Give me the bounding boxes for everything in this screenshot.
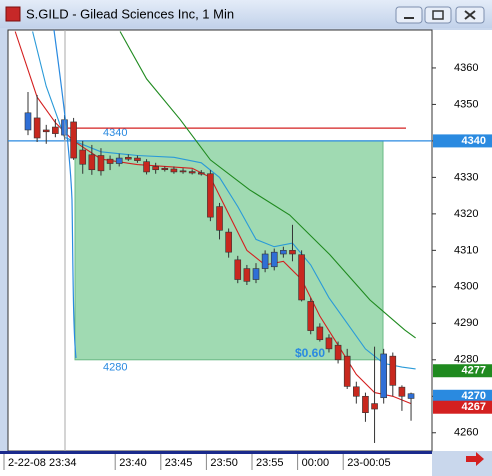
maximize-button[interactable] [424,6,452,24]
plot-content: 4340 4280 $0.60 [8,31,432,443]
candle-body [298,254,305,301]
x-tick-label: 23:50 [210,457,238,469]
candle-body [170,168,178,173]
box-bottom-label: 4280 [103,362,127,374]
candle-body [115,157,123,164]
candle-body [52,126,59,134]
x-tick-label: 00:00 [302,457,330,469]
time-axis [0,454,432,476]
y-tick-label: 4330 [454,171,478,183]
scroll-arrow[interactable] [466,452,484,466]
minimize-button[interactable] [395,6,423,24]
y-tick-label: 4260 [454,427,478,439]
price-tag-label: 4270 [462,390,486,402]
price-tag [433,400,492,414]
candle-body [334,344,342,361]
candle-body [407,393,415,399]
candle-body [197,172,205,175]
window-buttons[interactable] [395,6,485,24]
candle-body [325,337,333,350]
candle-body [188,171,196,174]
y-tick-label: 4310 [454,244,478,256]
price-tag-label: 4277 [462,365,486,377]
scroll-bar[interactable] [0,451,432,454]
price-tag [433,134,492,148]
y-tick-label: 4320 [454,208,478,220]
y-tick-label: 4300 [454,281,478,293]
channel-curve [53,29,77,359]
candle-body [398,386,406,397]
candle-body [316,326,324,341]
candle-body [353,386,360,397]
candle-body [179,170,187,173]
window-title: S.GILD - Gilead Sciences Inc, 1 Min [26,6,234,21]
candle-body [280,250,287,255]
candle-body [234,259,242,280]
candle-body [143,161,150,173]
candle-body [24,112,32,131]
y-tick-label: 4350 [454,98,478,110]
y-tick-label: 4280 [454,354,478,366]
candle-body [134,157,141,161]
candle-body [125,157,132,160]
candle-body [307,301,315,331]
candle-body [289,250,296,255]
price-tag-label: 4340 [462,135,486,147]
candle-body [33,117,41,139]
moving-average-line [119,31,416,339]
candle-body [207,173,214,218]
x-tick-label: 2-22-08 23:34 [8,457,77,469]
x-tick-label: 23:45 [165,457,193,469]
candle-body [70,121,77,159]
price-tag [433,389,492,403]
candle-body [225,231,232,253]
candle-body [79,149,87,165]
price-tag-label: 4267 [462,401,486,413]
candle-body [243,268,251,282]
x-tick-label: 23:40 [119,457,147,469]
box-top-label: 4340 [103,127,127,139]
candle-body [106,158,114,164]
price-tag [433,364,492,378]
candle-body [270,251,278,268]
price-axis [432,30,492,451]
candle-body [343,355,351,387]
candle-body [261,253,269,269]
candle-body [216,206,223,231]
candle-body [252,268,260,280]
candle-body [371,403,378,410]
candle-body [88,154,96,171]
candle-body [161,167,169,171]
x-tick-label: 23:55 [256,457,284,469]
candle-body [61,119,68,136]
y-tick-label: 4290 [454,317,478,329]
app-icon [5,6,21,22]
candle-body [389,355,397,386]
x-tick-label: 23-00:05 [347,457,390,469]
y-tick-label: 4360 [454,62,478,74]
candle-body [362,395,369,413]
candle-body [97,155,105,172]
candle-body [380,353,387,399]
candle-body [152,166,159,171]
candle-body [42,129,50,133]
box-difference-label: $0.60 [295,346,325,360]
